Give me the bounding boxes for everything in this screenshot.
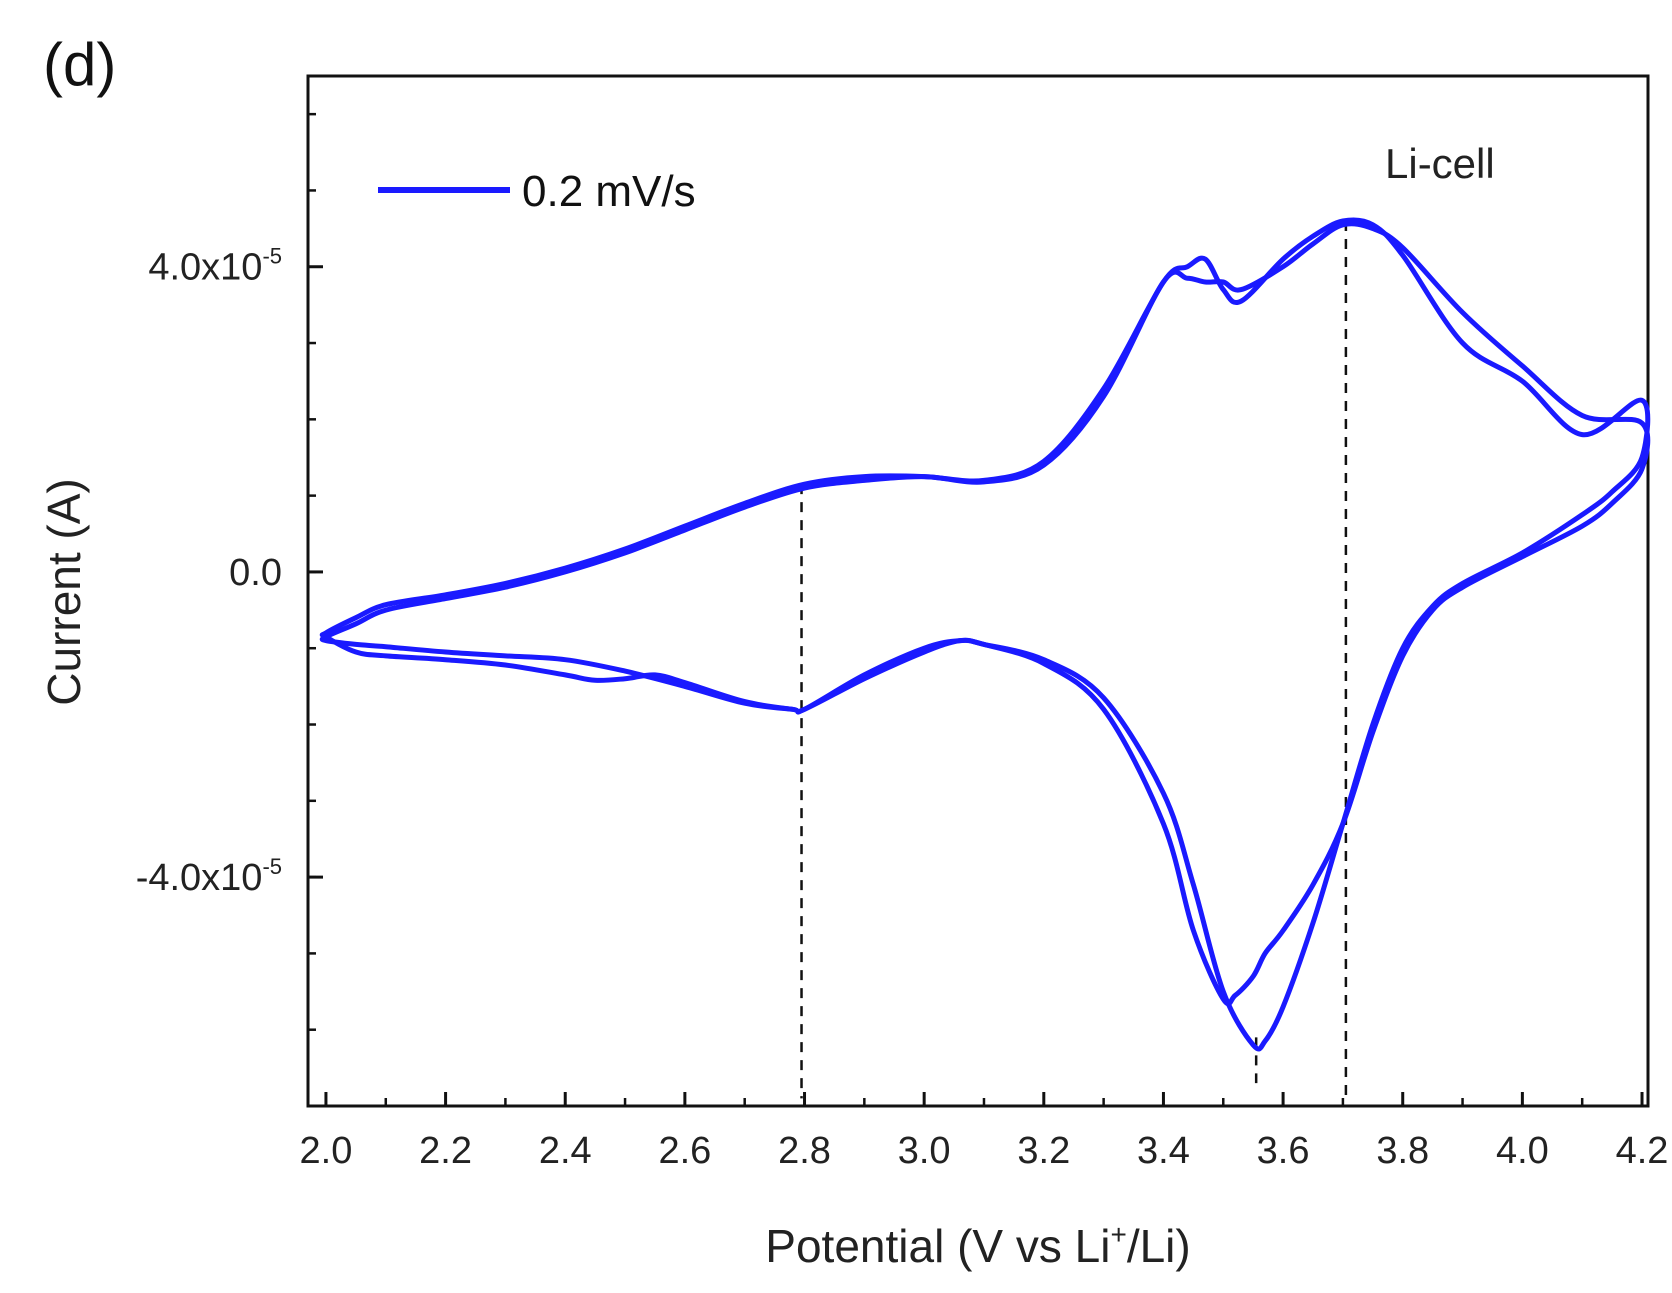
reference-lines (800, 220, 1348, 1099)
x-tick-label: 2.6 (658, 1130, 711, 1172)
x-tick-label: 3.0 (898, 1130, 951, 1172)
y-tick-label: 4.0x10-5 (148, 244, 282, 289)
plot-frame (306, 74, 1650, 1108)
x-tick-label: 3.2 (1017, 1130, 1070, 1172)
plot-area (306, 74, 1650, 1108)
x-tick-label: 3.6 (1257, 1130, 1310, 1172)
data-series (319, 217, 1651, 1052)
x-tick-label: 2.4 (539, 1130, 592, 1172)
panel-label: (d) (43, 31, 116, 98)
y-tick-label: 0.0 (229, 552, 282, 594)
x-tick-label: 4.2 (1616, 1130, 1669, 1172)
x-tick-label: 2.0 (300, 1130, 353, 1172)
legend: 0.2 mV/s (378, 167, 696, 216)
x-tick-label: 3.8 (1376, 1130, 1429, 1172)
x-axis-title: Potential (V vs Li+/Li) (765, 1219, 1190, 1272)
x-tick-label: 2.2 (419, 1130, 472, 1172)
x-tick-label: 2.8 (778, 1130, 831, 1172)
li-cell-annotation: Li-cell (1385, 140, 1495, 187)
y-axis-title: Current (A) (38, 478, 90, 705)
y-axis-ticks: 4.0x10-5 0.0 -4.0x10-5 (136, 112, 323, 1031)
cv-curve (319, 221, 1651, 1007)
cv-curve (319, 217, 1651, 1052)
x-axis-ticks: 2.0 2.2 2.4 2.6 2.8 3.0 3.2 3.4 3.6 3.8 4.0 4.2 (300, 1092, 1669, 1172)
legend-label: 0.2 mV/s (522, 167, 696, 216)
x-tick-label: 3.4 (1137, 1130, 1190, 1172)
y-tick-label: -4.0x10-5 (136, 854, 282, 899)
x-tick-label: 4.0 (1496, 1130, 1549, 1172)
